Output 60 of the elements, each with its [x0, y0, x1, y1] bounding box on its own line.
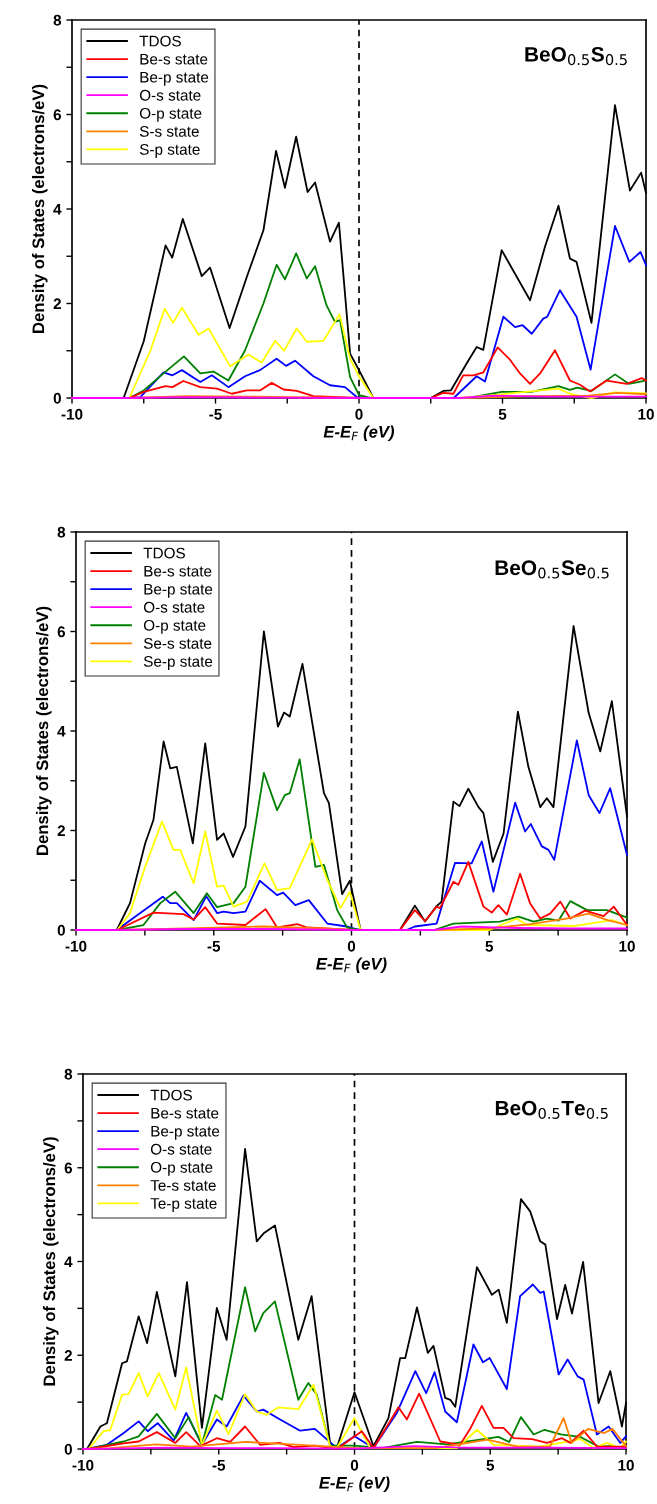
- y-tick-label: 2: [57, 825, 65, 837]
- x-axis-title: E-E$_{F}$ (eV): [316, 957, 387, 973]
- x-tick-label: 0: [347, 940, 356, 952]
- legend-label: Be-s state: [151, 1107, 219, 1119]
- legend-label: Be-p state: [151, 1125, 220, 1140]
- x-tick-label: 10: [619, 940, 635, 952]
- text: BeO$_{0.5}$Se$_{0.5}$: [495, 560, 609, 579]
- y-axis-title: Density of States (electrons/eV): [36, 606, 52, 855]
- legend-label: Be-s state: [140, 53, 208, 65]
- text: BeO$_{0.5}$S$_{0.5}$: [525, 46, 627, 66]
- legend-label: Be-p state: [144, 583, 213, 598]
- y-tick-label: 0: [57, 924, 65, 936]
- y-tick-label: 4: [64, 1256, 73, 1268]
- y-tick-label: 0: [64, 1443, 72, 1455]
- legend-label: S-s state: [139, 125, 199, 137]
- x-axis-title: E-E$_{F}$ (eV): [319, 1476, 390, 1492]
- legend-label: Be-p state: [140, 71, 209, 86]
- x-tick-label: -5: [207, 940, 221, 952]
- legend-label: TDOS: [143, 547, 185, 559]
- legend-label: O-s state: [143, 601, 205, 613]
- y-axis-title: Density of States (electrons/eV): [32, 84, 48, 333]
- legend-label: O-p state: [150, 1161, 213, 1176]
- legend-label: Se-s state: [143, 637, 212, 649]
- x-tick-label: 5: [486, 1459, 495, 1471]
- y-tick-label: 6: [53, 109, 62, 121]
- y-tick-label: 2: [53, 298, 61, 310]
- legend-label: O-p state: [143, 619, 206, 634]
- y-tick-label: 0: [53, 392, 61, 404]
- legend-label: O-s state: [150, 1143, 212, 1155]
- x-tick-label: -10: [65, 940, 87, 952]
- x-tick-label: -10: [61, 408, 83, 420]
- x-tick-label: -10: [72, 1459, 94, 1471]
- y-tick-label: 8: [57, 526, 66, 538]
- y-tick-label: 2: [64, 1350, 72, 1361]
- x-tick-label: 0: [350, 1459, 359, 1471]
- legend-label: O-p state: [139, 107, 202, 122]
- y-tick-label: 4: [53, 204, 62, 215]
- y-tick-label: 6: [64, 1162, 73, 1174]
- y-tick-label: 6: [57, 626, 66, 638]
- legend-label: TDOS: [139, 35, 181, 47]
- x-axis-title: E-E$_{F}$ (eV): [323, 425, 395, 441]
- x-tick-label: 10: [618, 1459, 634, 1471]
- y-tick-label: 4: [57, 726, 66, 737]
- legend-label: Te-s state: [150, 1180, 216, 1191]
- y-tick-label: 8: [53, 14, 62, 26]
- text: BeO$_{0.5}$Te$_{0.5}$: [495, 1100, 608, 1119]
- x-tick-label: 5: [485, 940, 494, 952]
- x-tick-label: 5: [498, 408, 507, 420]
- legend-label: Se-p state: [143, 656, 213, 670]
- legend-label: S-p state: [139, 144, 200, 158]
- legend-label: Te-p state: [150, 1198, 217, 1212]
- x-tick-label: 10: [638, 408, 654, 420]
- legend-label: O-s state: [139, 89, 201, 101]
- legend-label: Be-s state: [144, 565, 212, 577]
- y-axis-title: Density of States (electrons/eV): [43, 1137, 59, 1386]
- y-tick-label: 8: [64, 1068, 73, 1080]
- x-tick-label: -5: [212, 1459, 226, 1471]
- x-tick-label: -5: [209, 408, 222, 420]
- x-tick-label: 0: [355, 408, 363, 420]
- legend-label: TDOS: [150, 1089, 192, 1101]
